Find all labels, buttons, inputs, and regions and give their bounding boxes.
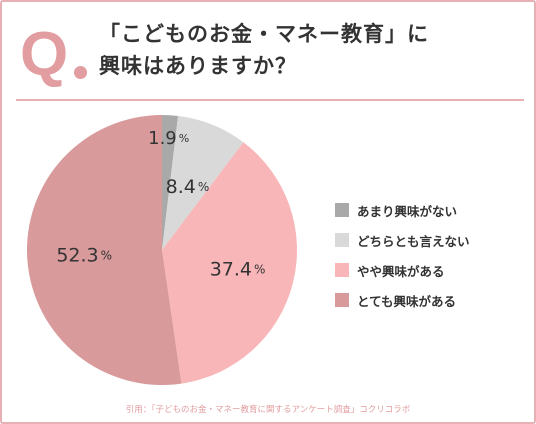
legend-swatch-4 [335,293,349,307]
question-line-1: 「こどものお金・マネー教育」に [99,22,429,46]
pie-value-label-3: 37.4% [210,258,266,280]
pie-slice-3 [162,142,298,384]
legend-swatch-2 [335,233,349,247]
legend-item-3: やや興味がある [335,259,470,281]
pie-slice-1 [162,115,179,250]
q-dot [74,66,87,79]
pie-chart: 1.9 % 8.4 % 37.4 % 52.3% [27,115,298,385]
pie-value-label-1: 1.9% [148,128,189,149]
legend-swatch-3 [335,263,349,277]
pie-slice-4 [27,115,182,385]
legend-label-2: どちらとも言えない [357,233,470,249]
legend-label-3: やや興味がある [357,263,445,279]
question-line-2: 興味はありますか？ [99,54,297,78]
pie-value-label-2: 8.4% [166,176,210,198]
source-citation: 引用：「子どものお金・マネー教育に関するアンケート調査」コクリコラボ [125,405,411,415]
legend-item-2: どちらとも言えない [335,229,470,251]
pie-slice-2 [162,115,244,250]
question-title: 「こどものお金・マネー教育」に 興味はありますか？ [99,18,429,82]
q-mark: Q [20,20,69,89]
legend-label-4: とても興味がある [357,293,457,309]
legend-label-1: あまり興味がない [357,203,458,219]
legend-swatch-1 [335,203,349,217]
pie-value-label-4: 52.3% [56,245,112,267]
legend-item-1: あまり興味がない [335,199,470,221]
chart-legend: あまり興味がない どちらとも言えない やや興味がある とても興味がある [335,199,470,319]
legend-item-4: とても興味がある [335,289,470,311]
header-divider [16,99,524,101]
